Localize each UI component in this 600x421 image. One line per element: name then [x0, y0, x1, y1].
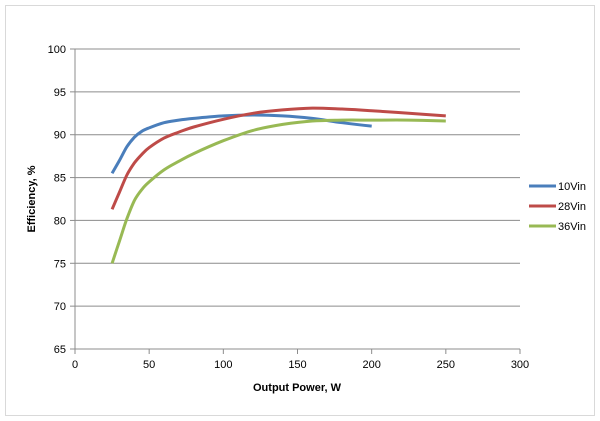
legend-label-36vin: 36Vin [558, 221, 586, 233]
x-tick-label: 0 [72, 359, 78, 371]
x-tick-label: 100 [214, 359, 232, 371]
legend-label-10vin: 10Vin [558, 181, 586, 193]
y-tick-label: 70 [54, 301, 66, 313]
x-tick-label: 150 [288, 359, 306, 371]
x-tick-label: 250 [437, 359, 455, 371]
y-tick-label: 65 [54, 344, 66, 356]
legend: 10Vin 28Vin 36Vin [529, 181, 586, 233]
series-line-36vin [110, 118, 446, 264]
y-tick-label: 85 [54, 173, 66, 185]
x-axis-title: Output Power, W [253, 382, 342, 394]
x-tick-label: 200 [362, 359, 380, 371]
y-tick-label: 80 [54, 215, 66, 227]
series-line-28vin [110, 106, 446, 210]
y-tick-label: 75 [54, 258, 66, 270]
axes [70, 48, 521, 354]
x-tick-label: 50 [143, 359, 155, 371]
y-axis-title: Efficiency, % [26, 165, 38, 232]
y-tick-label: 100 [48, 44, 66, 56]
series-line-10vin [110, 113, 372, 175]
y-tick-label: 90 [54, 130, 66, 142]
y-tick-labels: 65 70 75 80 85 90 95 100 [48, 44, 66, 356]
series-lines [110, 106, 446, 264]
legend-label-28vin: 28Vin [558, 201, 586, 213]
x-tick-label: 300 [511, 359, 529, 371]
gridlines [75, 48, 520, 307]
y-tick-label: 95 [54, 87, 66, 99]
chart-frame [5, 5, 595, 416]
x-tick-labels: 0 50 100 150 200 250 300 [72, 359, 529, 371]
